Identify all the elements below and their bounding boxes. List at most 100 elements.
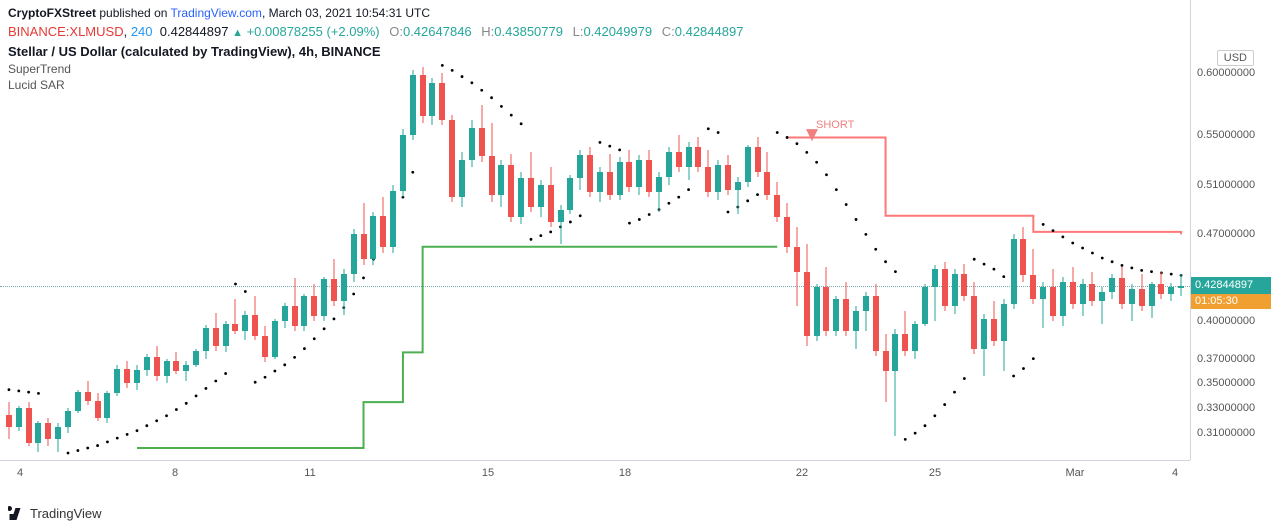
candle	[1149, 0, 1155, 460]
candle	[548, 0, 554, 460]
candle	[715, 0, 721, 460]
candle	[991, 0, 997, 460]
candle	[981, 0, 987, 460]
candle	[873, 0, 879, 460]
candle	[567, 0, 573, 460]
candle	[1178, 0, 1184, 460]
candle	[922, 0, 928, 460]
candle	[558, 0, 564, 460]
candle	[489, 0, 495, 460]
candle	[429, 0, 435, 460]
chart-area[interactable]: SHORT	[0, 0, 1190, 460]
candle	[853, 0, 859, 460]
x-tick: 8	[172, 467, 178, 479]
candle	[577, 0, 583, 460]
candle	[636, 0, 642, 460]
candle	[1119, 0, 1125, 460]
candle	[745, 0, 751, 460]
symbol[interactable]: BINANCE:XLMUSD	[8, 24, 124, 39]
y-tick: 0.31000000	[1197, 427, 1255, 439]
candle	[164, 0, 170, 460]
candle	[1050, 0, 1056, 460]
candle	[1168, 0, 1174, 460]
candle	[400, 0, 406, 460]
candle	[784, 0, 790, 460]
candle	[774, 0, 780, 460]
price-tag: 0.42844897 01:05:30	[1191, 277, 1271, 309]
candle	[193, 0, 199, 460]
candle	[242, 0, 248, 460]
publish-header: CryptoFXStreet published on TradingView.…	[8, 6, 430, 20]
x-axis[interactable]: 481115182225Mar4	[0, 460, 1190, 490]
candle	[617, 0, 623, 460]
y-axis-unit: USD	[1217, 50, 1254, 66]
candle	[1158, 0, 1164, 460]
candle	[1089, 0, 1095, 460]
candle	[282, 0, 288, 460]
candle	[213, 0, 219, 460]
candle	[331, 0, 337, 460]
candle	[833, 0, 839, 460]
candle	[508, 0, 514, 460]
site-link[interactable]: TradingView.com	[171, 6, 262, 20]
candle	[1001, 0, 1007, 460]
candle	[843, 0, 849, 460]
tradingview-logo[interactable]: TradingView	[8, 504, 102, 522]
change-pct: (+2.09%)	[326, 24, 379, 39]
indicator-lucid-sar[interactable]: Lucid SAR	[8, 78, 65, 92]
candle	[1060, 0, 1066, 460]
candle	[755, 0, 761, 460]
candle	[626, 0, 632, 460]
candle	[479, 0, 485, 460]
candle	[1080, 0, 1086, 460]
candle	[942, 0, 948, 460]
candle	[1109, 0, 1115, 460]
y-tick: 0.60000000	[1197, 67, 1255, 79]
x-tick: 4	[1172, 467, 1178, 479]
indicator-supertrend[interactable]: SuperTrend	[8, 62, 71, 76]
candle	[676, 0, 682, 460]
x-tick: 25	[929, 467, 941, 479]
candle	[961, 0, 967, 460]
resolution: 240	[131, 24, 153, 39]
change: +0.00878255	[247, 24, 323, 39]
y-axis[interactable]: USD 0.600000000.550000000.510000000.4700…	[1190, 0, 1274, 460]
candle	[85, 0, 91, 460]
candle	[597, 0, 603, 460]
candle	[223, 0, 229, 460]
candle	[262, 0, 268, 460]
candle	[252, 0, 258, 460]
candle	[114, 0, 120, 460]
candle	[823, 0, 829, 460]
candle	[232, 0, 238, 460]
candle	[804, 0, 810, 460]
ticker-row: BINANCE:XLMUSD, 240 0.42844897 ▲ +0.0087…	[8, 24, 743, 39]
candle	[587, 0, 593, 460]
candle	[952, 0, 958, 460]
candle	[173, 0, 179, 460]
candle	[410, 0, 416, 460]
y-tick: 0.47000000	[1197, 228, 1255, 240]
candle	[892, 0, 898, 460]
x-tick: Mar	[1066, 467, 1085, 479]
candle	[292, 0, 298, 460]
candle	[301, 0, 307, 460]
x-tick: 11	[304, 467, 315, 479]
candle	[449, 0, 455, 460]
author: CryptoFXStreet	[8, 6, 96, 20]
candle	[863, 0, 869, 460]
candle	[272, 0, 278, 460]
candle	[75, 0, 81, 460]
short-label: SHORT	[816, 119, 854, 131]
candle	[370, 0, 376, 460]
publish-date: March 03, 2021 10:54:31 UTC	[269, 6, 430, 20]
candle	[498, 0, 504, 460]
candle	[646, 0, 652, 460]
candle	[203, 0, 209, 460]
candle	[528, 0, 534, 460]
candle	[902, 0, 908, 460]
candle	[883, 0, 889, 460]
candle	[95, 0, 101, 460]
x-tick: 22	[796, 467, 808, 479]
candle	[104, 0, 110, 460]
